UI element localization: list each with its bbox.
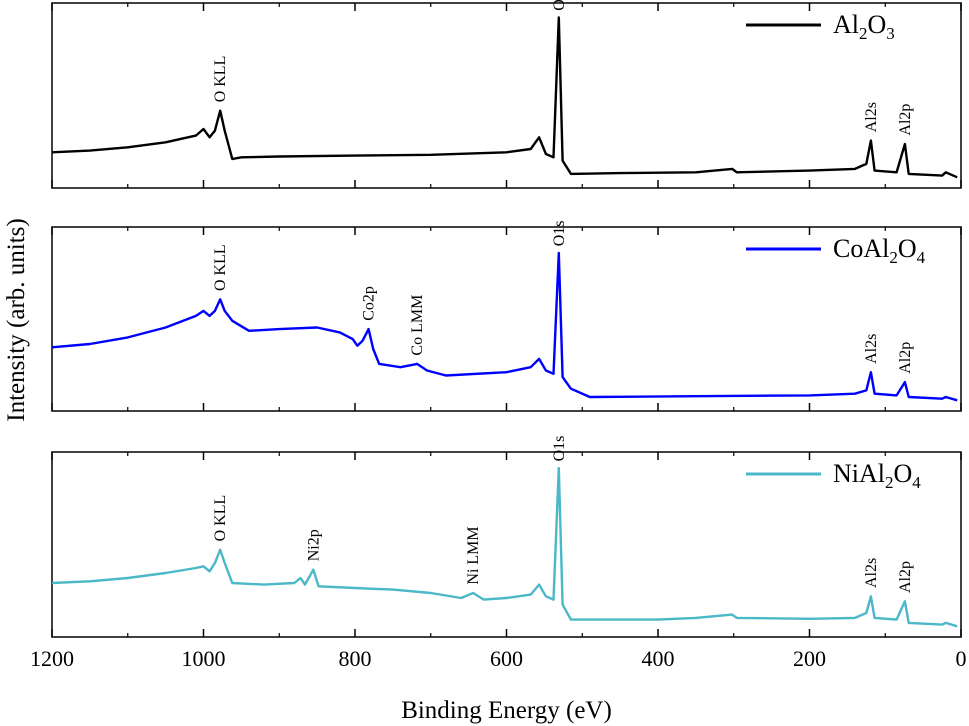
peak-label: O1s: [551, 221, 568, 247]
peak-label: Al2p: [897, 342, 914, 374]
x-tick-label: 600: [490, 646, 523, 671]
peak-label: Co2p: [361, 286, 378, 321]
peak-label: O1s: [551, 436, 568, 462]
x-tick-label: 800: [339, 646, 372, 671]
x-axis-title: Binding Energy (eV): [401, 697, 612, 724]
peak-label: Al2p: [897, 561, 914, 593]
legend-label: NiAl2O4: [833, 459, 921, 492]
x-tick-label: 1200: [30, 646, 74, 671]
series-line-al2o3: [51, 16, 958, 179]
x-tick-label: 0: [956, 646, 967, 671]
peak-label: Ni2p: [305, 529, 322, 561]
peak-label: O KLL: [212, 495, 229, 542]
panels: O KLL O1s Al2s Al2p Al2O3 O KLL Co2p Co LMM O1s A…: [51, 0, 962, 638]
peak-label: Co LMM: [409, 295, 426, 356]
series-line-coal2o4: [51, 251, 958, 402]
panel-frame: [51, 451, 962, 638]
peak-label: Al2s: [863, 558, 880, 588]
peak-label: Al2s: [863, 334, 880, 364]
peak-label: Al2s: [863, 102, 880, 132]
legend-label: CoAl2O4: [833, 234, 926, 267]
panel-coal2o4: O KLL Co2p Co LMM O1s Al2s Al2p CoAl2O4: [51, 221, 962, 412]
peak-label: Ni LMM: [465, 526, 482, 584]
x-tick-label: 400: [642, 646, 675, 671]
x-axis-ticks: 1200 1000 800 600 400 200 0: [30, 646, 967, 671]
series-line-nial2o4: [51, 466, 958, 628]
y-axis-title: Intensity (arb. units): [3, 218, 30, 421]
peak-label: O KLL: [212, 56, 229, 103]
legend-label: Al2O3: [833, 10, 895, 43]
panel-al2o3: O KLL O1s Al2s Al2p Al2O3: [51, 0, 962, 189]
panel-nial2o4: O KLL Ni2p Ni LMM O1s Al2s Al2p NiAl2O4: [51, 436, 962, 638]
peak-label: O1s: [551, 0, 568, 11]
panel-frame: [51, 2, 962, 189]
x-tick-label: 1000: [182, 646, 226, 671]
peak-label: O KLL: [212, 244, 229, 291]
peak-label: Al2p: [897, 104, 914, 136]
x-tick-label: 200: [793, 646, 826, 671]
